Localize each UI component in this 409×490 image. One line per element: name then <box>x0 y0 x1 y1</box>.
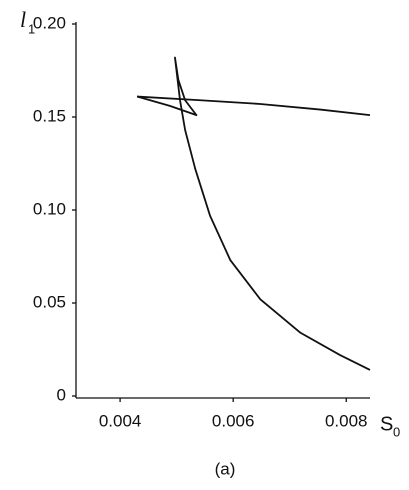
y-tick-label: 0.15 <box>33 106 66 125</box>
y-label: l <box>20 7 26 32</box>
caption: (a) <box>215 459 236 478</box>
y-tick-label: 0.20 <box>33 13 66 32</box>
x-label-sub: 0 <box>393 424 400 439</box>
x-tick-label: 0.004 <box>99 411 142 430</box>
x-tick-label: 0.006 <box>212 411 255 430</box>
y-tick-label: 0.10 <box>33 199 66 218</box>
x-label: S <box>380 413 393 435</box>
y-tick-label: 0 <box>57 385 66 404</box>
y-label-sub: 1 <box>28 21 35 36</box>
y-tick-label: 0.05 <box>33 292 66 311</box>
x-tick-label: 0.008 <box>325 411 368 430</box>
curve <box>136 56 371 371</box>
